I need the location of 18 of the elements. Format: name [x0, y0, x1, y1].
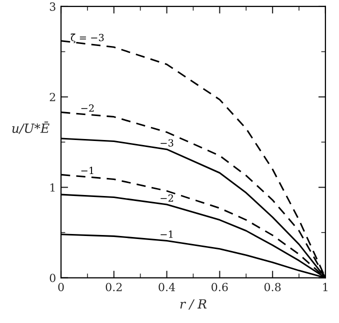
- series-label: −3: [160, 139, 174, 147]
- x-tick-label: 0.6: [212, 282, 228, 292]
- x-tick-label: 0.2: [106, 282, 122, 292]
- y-tick-label: 1: [50, 183, 55, 192]
- series-label: −1: [81, 166, 94, 174]
- series-label: −2: [81, 104, 94, 112]
- series-label: −1: [160, 230, 173, 238]
- y-axis-title: u/U*Ē: [12, 122, 50, 134]
- y-tick-label: 3: [50, 2, 56, 11]
- y-tick-label: 0: [50, 274, 56, 282]
- x-axis-title: r / R: [180, 299, 207, 310]
- y-tick-label: 2: [50, 92, 56, 102]
- x-tick-label: 0: [58, 282, 64, 292]
- x-tick-label: 1: [323, 282, 328, 292]
- series-label: −2: [160, 194, 173, 202]
- x-tick-label: 0.8: [264, 282, 281, 292]
- series-label: ζ̄ = −3: [70, 34, 104, 44]
- x-tick-label: 0.4: [158, 282, 176, 292]
